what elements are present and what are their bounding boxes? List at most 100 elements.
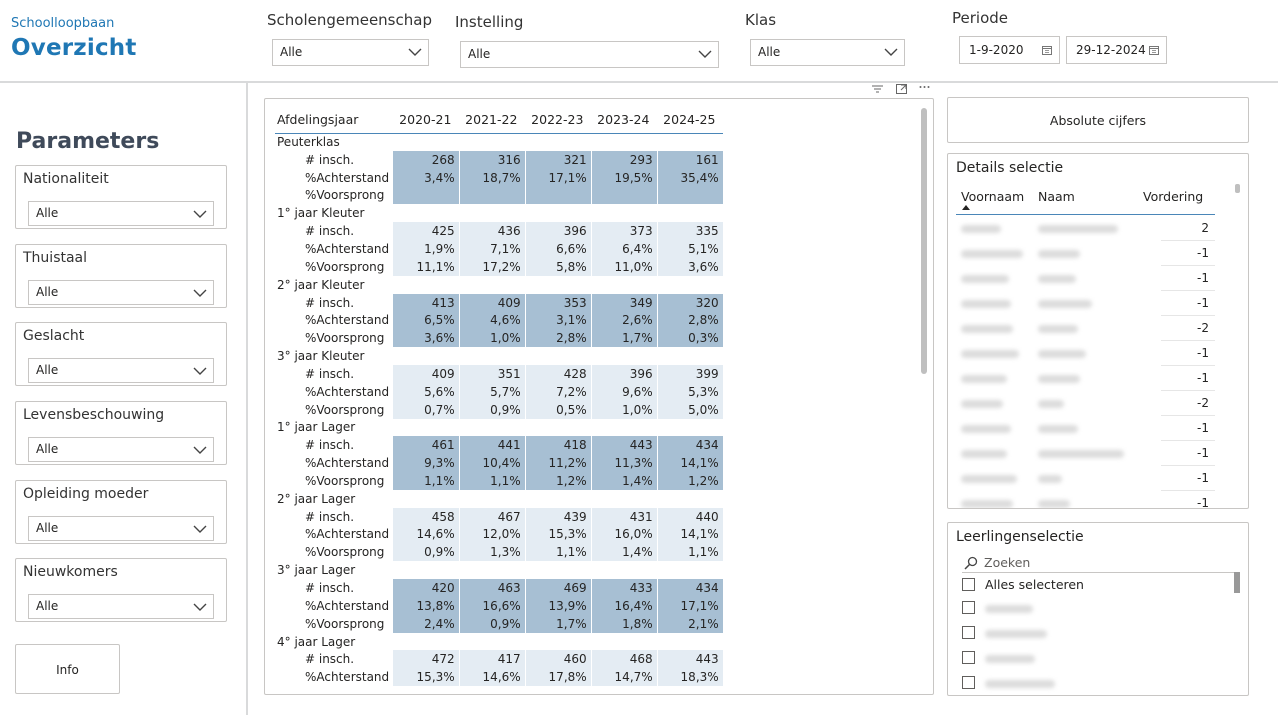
details-row[interactable]: -1	[956, 441, 1215, 466]
instelling-dropdown[interactable]: Alle	[460, 41, 719, 68]
matrix-cell[interactable]: 409	[393, 364, 460, 383]
matrix-cell[interactable]: 16,4%	[591, 596, 658, 615]
matrix-cell[interactable]: 1,7%	[525, 614, 592, 633]
matrix-cell[interactable]: 417	[459, 650, 526, 669]
checkbox[interactable]	[962, 578, 975, 591]
column-header[interactable]: 2024-25	[657, 107, 724, 134]
matrix-cell[interactable]: 15,3%	[393, 668, 460, 687]
focus-mode-icon[interactable]	[895, 83, 908, 95]
student-item[interactable]	[962, 622, 1232, 644]
matrix-cell[interactable]: 19,5%	[591, 168, 658, 187]
matrix-cell[interactable]: 413	[393, 293, 460, 312]
details-row[interactable]: -1	[956, 491, 1215, 508]
matrix-cell[interactable]: 434	[657, 579, 724, 597]
matrix-cell[interactable]: 10,4%	[459, 454, 526, 473]
calendar-icon[interactable]	[1042, 45, 1052, 55]
matrix-cell[interactable]: 17,1%	[657, 596, 724, 615]
matrix-cell[interactable]: 6,6%	[525, 240, 592, 258]
matrix-cell[interactable]: 2,4%	[393, 614, 460, 633]
row-header[interactable]: Afdelingsjaar	[275, 107, 394, 134]
parameter-dropdown[interactable]: Alle	[28, 594, 214, 619]
matrix-cell[interactable]: 440	[657, 507, 724, 526]
details-row[interactable]: -1	[956, 366, 1215, 391]
matrix-cell[interactable]: 433	[591, 579, 658, 597]
matrix-cell[interactable]: 17,1%	[525, 168, 592, 187]
matrix-cell[interactable]: 14,6%	[459, 668, 526, 687]
matrix-cell[interactable]: 399	[657, 364, 724, 383]
group-label[interactable]: 3° jaar Kleuter	[277, 349, 365, 364]
matrix-cell[interactable]	[657, 186, 724, 205]
details-scrollbar[interactable]	[1235, 184, 1240, 193]
student-item[interactable]	[962, 672, 1232, 694]
details-row[interactable]: 2	[956, 216, 1215, 241]
matrix-cell[interactable]: 161	[657, 150, 724, 169]
group-label[interactable]: 3° jaar Lager	[277, 563, 356, 578]
matrix-cell[interactable]: 18,3%	[657, 668, 724, 687]
matrix-cell[interactable]: 1,3%	[459, 543, 526, 562]
matrix-cell[interactable]: 439	[525, 507, 592, 526]
group-label[interactable]: 4° jaar Lager	[277, 634, 356, 649]
matrix-cell[interactable]: 2,1%	[657, 614, 724, 633]
matrix-cell[interactable]: 11,0%	[591, 257, 658, 276]
matrix-cell[interactable]: 11,1%	[393, 257, 460, 276]
matrix-cell[interactable]: 353	[525, 293, 592, 312]
parameter-dropdown[interactable]: Alle	[28, 437, 214, 462]
matrix-cell[interactable]: 472	[393, 650, 460, 669]
matrix-scrollbar[interactable]	[921, 108, 927, 374]
details-row[interactable]: -2	[956, 316, 1215, 341]
matrix-cell[interactable]: 1,0%	[459, 329, 526, 348]
matrix-cell[interactable]: 441	[459, 436, 526, 455]
matrix-cell[interactable]: 467	[459, 507, 526, 526]
periode-end-field[interactable]: 29-12-2024	[1066, 36, 1167, 64]
matrix-cell[interactable]: 17,8%	[525, 668, 592, 687]
matrix-cell[interactable]: 6,5%	[393, 311, 460, 330]
matrix-cell[interactable]: 14,1%	[657, 454, 724, 473]
matrix-cell[interactable]: 436	[459, 222, 526, 241]
matrix-cell[interactable]: 316	[459, 150, 526, 169]
column-header[interactable]: 2022-23	[525, 107, 592, 134]
details-row[interactable]: -1	[956, 291, 1215, 316]
matrix-cell[interactable]: 3,4%	[393, 168, 460, 187]
parameter-dropdown[interactable]: Alle	[28, 516, 214, 541]
filter-icon[interactable]	[871, 83, 884, 95]
column-header[interactable]: 2021-22	[459, 107, 526, 134]
matrix-cell[interactable]	[459, 186, 526, 205]
matrix-cell[interactable]: 16,6%	[459, 596, 526, 615]
matrix-cell[interactable]: 268	[393, 150, 460, 169]
matrix-visual[interactable]: Afdelingsjaar 2020-21 2021-22 2022-23 20…	[264, 98, 934, 695]
matrix-cell[interactable]: 2,8%	[657, 311, 724, 330]
matrix-cell[interactable]: 351	[459, 364, 526, 383]
column-header[interactable]: 2020-21	[393, 107, 460, 134]
more-options-icon[interactable]	[918, 83, 931, 95]
matrix-cell[interactable]: 7,2%	[525, 382, 592, 401]
checkbox[interactable]	[962, 601, 975, 614]
matrix-cell[interactable]: 11,2%	[525, 454, 592, 473]
matrix-cell[interactable]: 425	[393, 222, 460, 241]
matrix-cell[interactable]: 460	[525, 650, 592, 669]
matrix-cell[interactable]: 469	[525, 579, 592, 597]
parameter-dropdown[interactable]: Alle	[28, 201, 214, 226]
matrix-cell[interactable]: 1,1%	[657, 543, 724, 562]
matrix-cell[interactable]: 2,8%	[525, 329, 592, 348]
student-item[interactable]	[962, 597, 1232, 619]
matrix-cell[interactable]: 431	[591, 507, 658, 526]
matrix-cell[interactable]: 14,6%	[393, 525, 460, 544]
matrix-cell[interactable]: 9,3%	[393, 454, 460, 473]
matrix-cell[interactable]	[525, 186, 592, 205]
selection-scrollbar[interactable]	[1234, 572, 1240, 593]
details-row[interactable]: -1	[956, 466, 1215, 491]
matrix-cell[interactable]: 13,8%	[393, 596, 460, 615]
matrix-cell[interactable]: 16,0%	[591, 525, 658, 544]
matrix-cell[interactable]: 0,9%	[459, 614, 526, 633]
calendar-icon[interactable]	[1149, 45, 1159, 55]
details-row[interactable]: -2	[956, 391, 1215, 416]
matrix-cell[interactable]: 5,3%	[657, 382, 724, 401]
group-label[interactable]: 1° jaar Kleuter	[277, 206, 365, 221]
details-row[interactable]: -1	[956, 416, 1215, 441]
matrix-cell[interactable]: 1,1%	[459, 472, 526, 490]
matrix-cell[interactable]: 14,1%	[657, 525, 724, 544]
matrix-cell[interactable]: 1,2%	[657, 472, 724, 490]
select-all-item[interactable]: Alles selecteren	[962, 574, 1232, 596]
matrix-cell[interactable]: 468	[591, 650, 658, 669]
scholengemeenschap-dropdown[interactable]: Alle	[272, 39, 429, 66]
